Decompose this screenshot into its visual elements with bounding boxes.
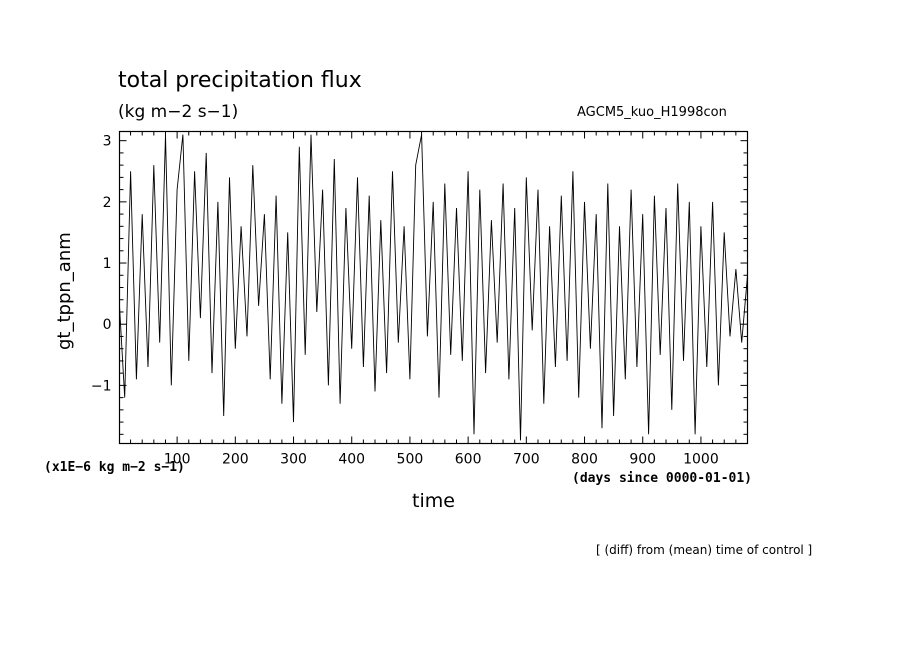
plot-frame [118,130,749,445]
run-name-label: AGCM5_kuo_H1998con [577,105,727,120]
x-tick-label: 700 [513,452,540,468]
y-tick-label: 2 [103,195,112,211]
x-tick-label: 300 [280,452,307,468]
y-tick-label: 0 [103,317,112,333]
x-tick-label: 600 [455,452,482,468]
y-tick-label: 1 [103,256,112,272]
series-line [119,134,748,441]
x-tick-label: 500 [397,452,424,468]
y-scale-label: (x1E−6 kg m−2 s−1) [44,460,185,475]
x-tick-label: 900 [629,452,656,468]
x-tick-label: 1000 [683,452,719,468]
x-tick-label: 400 [338,452,365,468]
x-tick-label: 800 [571,452,598,468]
chart-units: (kg m−2 s−1) [118,102,239,122]
y-tick-label: −1 [91,378,112,394]
x-units-label: (days since 0000-01-01) [572,471,753,486]
y-tick-label: 3 [103,134,112,150]
x-tick-label: 200 [222,452,249,468]
x-axis-label: time [412,490,455,512]
footnote: [ (diff) from (mean) time of control ] [596,543,813,557]
x-tick-label: 100 [164,452,191,468]
chart-title: total precipitation flux [118,68,362,93]
